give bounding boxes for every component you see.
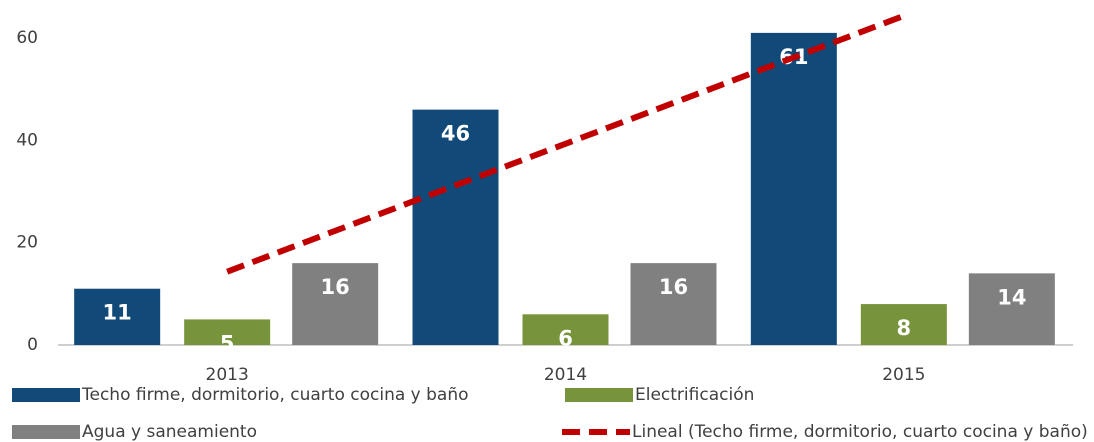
x-tick-label: 2013 — [206, 365, 249, 385]
trendline — [226, 13, 905, 275]
value-label: 6 — [558, 326, 573, 350]
y-tick-label: 20 — [16, 233, 38, 253]
value-label: 11 — [103, 301, 132, 325]
x-tick-label: 2015 — [882, 365, 925, 385]
legend-swatch — [12, 425, 80, 439]
bar — [412, 109, 499, 345]
legend-label: Agua y saneamiento — [82, 422, 257, 442]
bar — [184, 319, 271, 345]
value-label: 16 — [659, 275, 688, 299]
x-tick-label: 2014 — [544, 365, 587, 385]
bar — [750, 32, 837, 346]
legend-label: Techo firme, dormitorio, cuarto cocina y… — [81, 385, 469, 405]
value-label: 14 — [997, 285, 1026, 309]
bar — [522, 314, 609, 345]
bar — [292, 263, 379, 345]
y-tick-label: 0 — [27, 335, 38, 355]
value-label: 46 — [441, 122, 470, 146]
y-tick-label: 40 — [16, 130, 38, 150]
legend-swatch — [12, 388, 80, 402]
legend-swatch — [565, 388, 633, 402]
legend-label: Lineal (Techo firme, dormitorio, cuarto … — [632, 422, 1088, 442]
legend-label: Electrificación — [635, 385, 754, 405]
value-label: 8 — [897, 316, 912, 340]
bar — [74, 288, 161, 345]
y-tick-label: 60 — [16, 28, 38, 48]
value-label: 16 — [321, 275, 350, 299]
bar — [968, 273, 1055, 345]
value-label: 5 — [220, 331, 235, 355]
bar — [860, 304, 947, 345]
bar — [630, 263, 717, 345]
